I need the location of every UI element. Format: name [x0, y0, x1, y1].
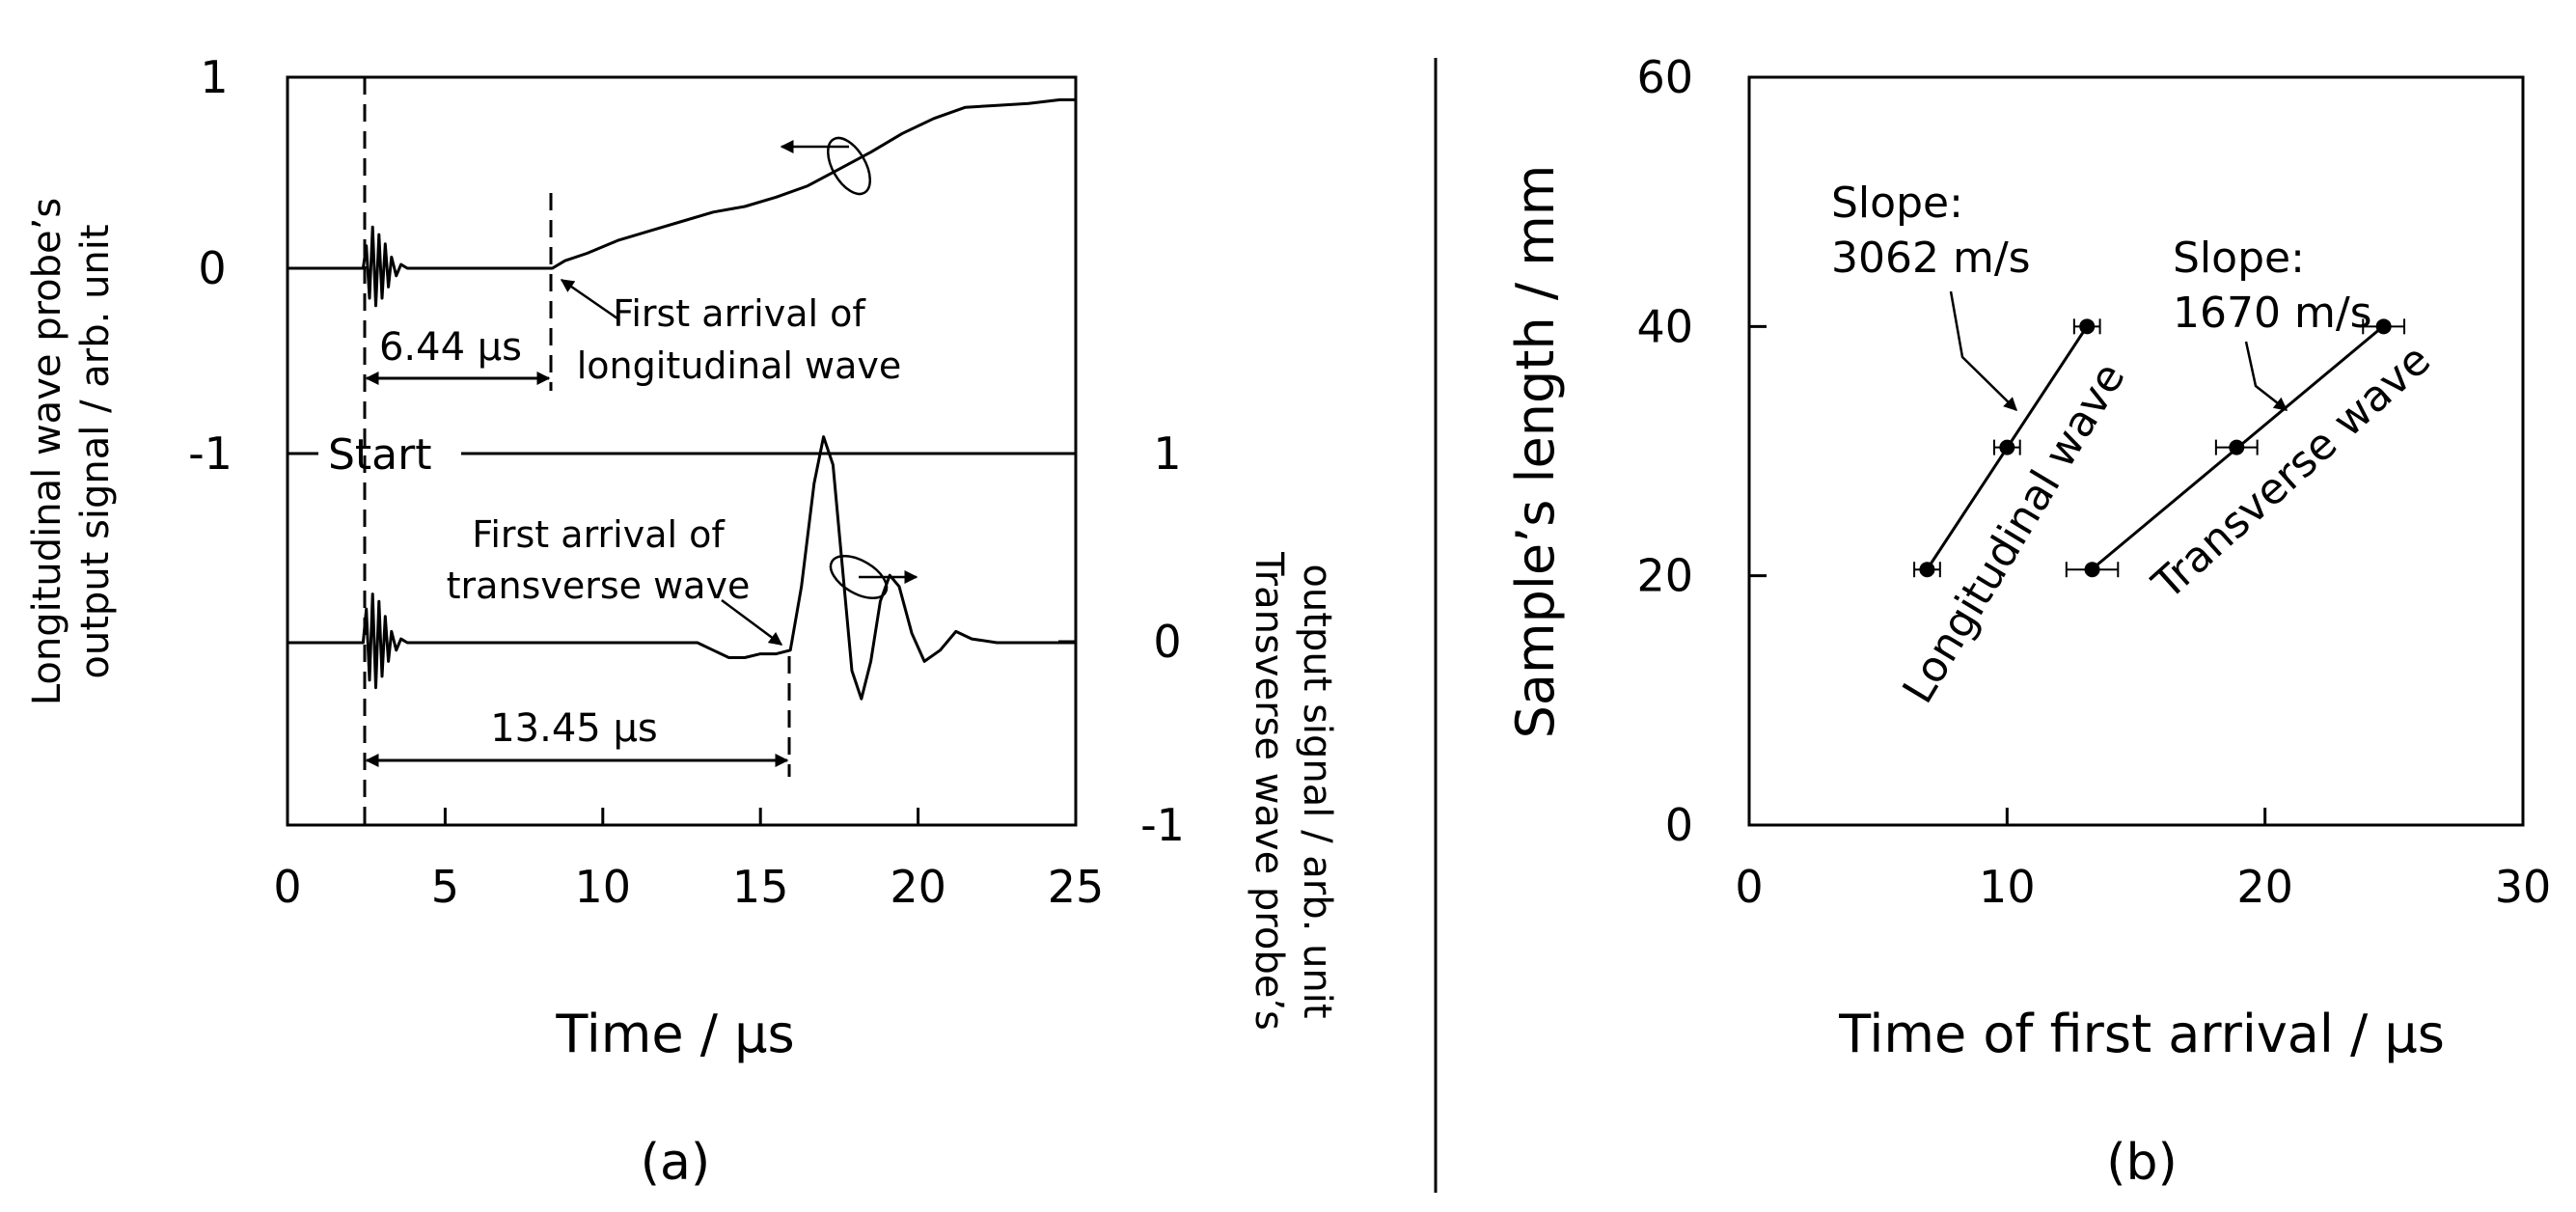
transverse-arrival-text-line1: First arrival of — [472, 513, 726, 556]
left-axis-indicator-icon — [780, 136, 871, 196]
data-point — [1919, 562, 1935, 578]
longitudinal-arrival-arrow — [560, 278, 618, 320]
series-label-transverse: Transverse wave — [2143, 335, 2440, 609]
right-tick-label-1: 1 — [1153, 427, 1181, 480]
panel-b-label: (b) — [2106, 1134, 2178, 1192]
b-x-tick-label: 0 — [1735, 861, 1763, 913]
slope-label-transverse-line1: Slope: — [2173, 234, 2305, 283]
longitudinal-arrival-text-line1: First arrival of — [613, 292, 866, 335]
longitudinal-signal-line — [288, 97, 1076, 308]
data-point — [2084, 562, 2100, 578]
b-data-layer — [1913, 318, 2406, 578]
transverse-signal-line — [288, 435, 1076, 701]
left-tick-label-neg1: -1 — [188, 427, 233, 480]
left-tick-label-1: 1 — [200, 51, 228, 103]
interval-label-transverse: 13.45 µs — [490, 706, 658, 751]
panel-a-frame — [286, 75, 1078, 827]
slope-label-longitudinal-line1: Slope: — [1831, 179, 1963, 228]
right-axis-indicator-icon — [829, 555, 918, 599]
a-y-right-label-line1: Transverse wave probe’s — [1247, 551, 1291, 1031]
b-x-tick-label: 10 — [1979, 861, 2036, 913]
data-point — [1999, 439, 2015, 455]
data-point — [2229, 439, 2245, 455]
slope-arrow-transverse — [2244, 341, 2288, 411]
a-x-tick-label: 20 — [890, 861, 946, 913]
interval-label-longitudinal: 6.44 µs — [379, 325, 522, 370]
b-y-axis-label: Sample’s length / mm — [1505, 165, 1566, 739]
b-x-tick-label: 30 — [2495, 861, 2552, 913]
right-tick-label-0: 0 — [1153, 616, 1181, 668]
panel-a: 0 5 10 15 20 25 1 0 -1 1 0 -1 Time / µs Longi… — [25, 51, 1339, 1192]
b-y-tick-label: 20 — [1636, 550, 1693, 602]
start-label: Start — [328, 430, 432, 480]
a-y-left-label-line1: Longitudinal wave probe’s — [25, 198, 69, 705]
panel-b: 0 10 20 30 0 20 40 60 Time of first arrival / µ… — [1505, 51, 2551, 1192]
panel-a-label: (a) — [641, 1134, 710, 1192]
a-y-left-label-line2: output signal / arb. unit — [73, 224, 118, 678]
a-x-tick-label: 25 — [1048, 861, 1105, 913]
right-tick-label-neg1: -1 — [1140, 799, 1185, 851]
b-x-axis-label: Time of first arrival / µs — [1838, 1004, 2445, 1064]
a-y-right-label-line2: output signal / arb. unit — [1295, 564, 1339, 1018]
left-tick-label-0: 0 — [198, 242, 226, 294]
slope-arrow-longitudinal — [1949, 290, 2017, 411]
b-y-tick-label: 0 — [1665, 799, 1693, 851]
a-x-tick-label: 0 — [273, 861, 301, 913]
a-x-axis-label: Time / µs — [555, 1004, 794, 1064]
b-y-tick-label: 40 — [1636, 300, 1693, 352]
a-x-tick-label: 5 — [431, 861, 459, 913]
data-point — [2079, 318, 2096, 335]
a-x-ticks: 0 5 10 15 20 25 — [273, 808, 1104, 913]
slope-label-longitudinal-line2: 3062 m/s — [1831, 234, 2031, 283]
b-y-tick-label: 60 — [1636, 51, 1693, 103]
a-x-tick-label: 15 — [732, 861, 789, 913]
transverse-arrival-arrow — [721, 598, 783, 647]
a-x-tick-label: 10 — [575, 861, 632, 913]
longitudinal-arrival-text-line2: longitudinal wave — [577, 344, 901, 387]
data-point — [2375, 318, 2392, 335]
slope-label-transverse-line2: 1670 m/s — [2173, 289, 2372, 338]
panel-b-frame — [1747, 75, 2525, 827]
b-x-tick-label: 20 — [2236, 861, 2293, 913]
transverse-arrival-text-line2: transverse wave — [447, 565, 751, 607]
b-axis-ticks: 0 10 20 30 0 20 40 60 — [1636, 51, 2551, 913]
